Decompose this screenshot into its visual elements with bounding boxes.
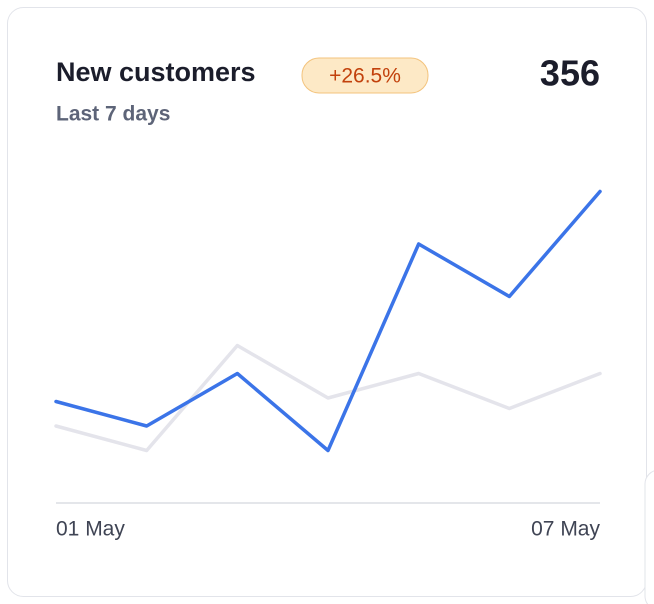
change-value: +26.5%: [329, 65, 401, 88]
card: [7, 7, 647, 597]
change-badge: [301, 57, 429, 94]
series-line: [54, 343, 602, 453]
series-line: [54, 189, 602, 453]
card-title: New customers: [56, 57, 256, 87]
x-tick-label: 07 May: [531, 518, 600, 541]
next-card-edge: [644, 470, 654, 604]
x-tick-label: 01 May: [56, 518, 125, 541]
card-subtitle: Last 7 days: [56, 103, 170, 126]
total-value: 356: [540, 53, 600, 94]
